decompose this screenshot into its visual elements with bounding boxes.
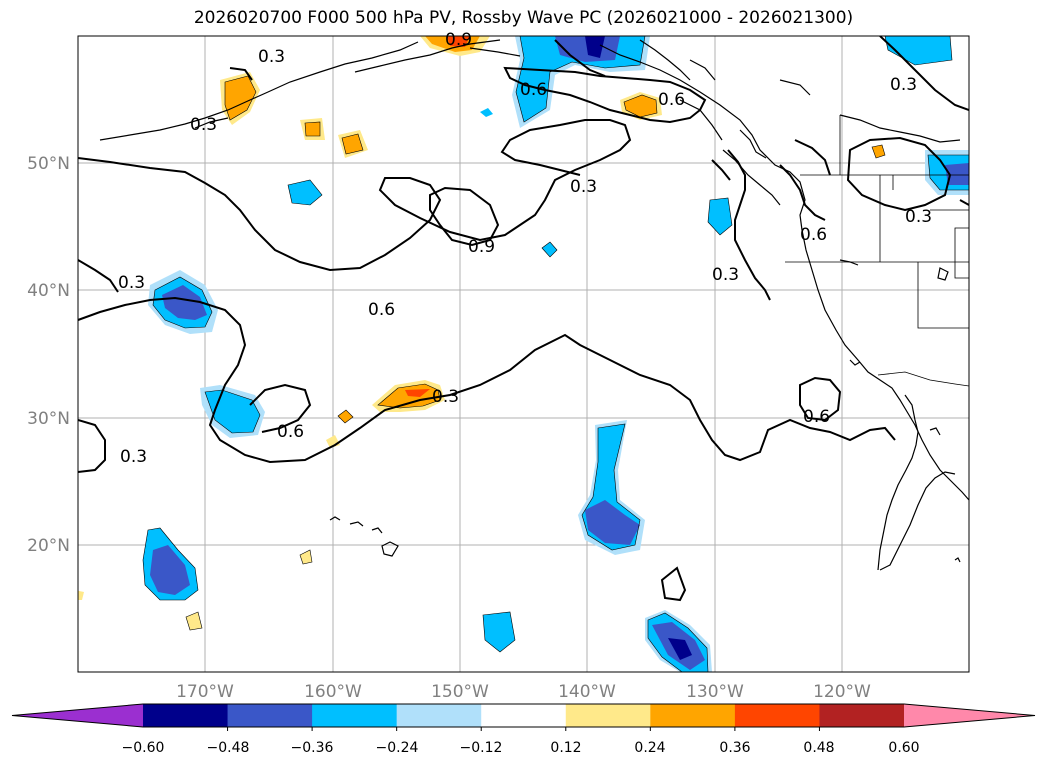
figure-title: 2026020700 F000 500 hPa PV, Rossby Wave … xyxy=(193,8,854,28)
colorbar-extend-high xyxy=(904,704,1035,727)
lat-label: 20°N xyxy=(27,536,70,556)
latitude-labels: 50°N 40°N 30°N 20°N xyxy=(27,154,70,556)
colorbar-tick-label: 0.12 xyxy=(550,740,581,756)
contour-label: 0.6 xyxy=(368,300,395,320)
contour-label: 0.3 xyxy=(432,387,459,407)
colorbar-segment xyxy=(227,704,313,727)
lon-label: 140°W xyxy=(558,682,616,702)
lon-label: 130°W xyxy=(686,682,744,702)
colorbar-segment xyxy=(312,704,398,727)
contour-label: 0.3 xyxy=(258,47,285,67)
contour-label: 0.6 xyxy=(520,80,547,100)
colorbar-segment xyxy=(819,704,905,727)
contour-label: 0.3 xyxy=(570,177,597,197)
contour-label: 0.6 xyxy=(658,90,685,110)
political-borders xyxy=(785,115,969,387)
contour-label: 0.3 xyxy=(118,273,145,293)
lon-label: 170°W xyxy=(176,682,234,702)
colorbar-segment xyxy=(481,704,567,727)
map-frame xyxy=(77,35,970,673)
contour-label: 0.3 xyxy=(905,207,932,227)
lat-label: 30°N xyxy=(27,409,70,429)
longitude-labels: 170°W 160°W 150°W 140°W 130°W 120°W xyxy=(176,682,871,702)
colorbar-tick-label: −0.60 xyxy=(122,740,165,756)
lat-label: 50°N xyxy=(27,154,70,174)
colorbar-ticks: −0.60 −0.48 −0.36 −0.24 −0.12 0.12 0.24 … xyxy=(122,740,920,756)
lon-label: 150°W xyxy=(431,682,489,702)
graticule xyxy=(78,36,969,672)
contour-label: 0.9 xyxy=(468,237,495,257)
colorbar-segment xyxy=(565,704,651,727)
colorbar-outline xyxy=(11,703,1036,728)
colorbar-tick-label: −0.36 xyxy=(291,740,334,756)
contour-label: 0.3 xyxy=(890,75,917,95)
lon-label: 120°W xyxy=(813,682,871,702)
colorbar-tick-label: 0.24 xyxy=(634,740,665,756)
colorbar-tick-label: −0.48 xyxy=(207,740,250,756)
colorbar-segment xyxy=(396,704,482,727)
contour-label: 0.6 xyxy=(277,422,304,442)
colorbar-tick-label: 0.60 xyxy=(888,740,919,756)
coastlines xyxy=(99,39,969,571)
colorbar-segment xyxy=(143,704,229,727)
contour-label: 0.6 xyxy=(800,225,827,245)
colorbar xyxy=(11,703,1036,731)
contour-label: 0.6 xyxy=(803,407,830,427)
colorbar-segment xyxy=(650,704,736,727)
colorbar-segment xyxy=(734,704,820,727)
anomaly-outlines xyxy=(142,36,969,672)
colorbar-extend-low xyxy=(12,704,143,727)
colorbar-tick-label: 0.48 xyxy=(803,740,834,756)
contour-label: 0.3 xyxy=(190,115,217,135)
colorbar-tick-label: −0.24 xyxy=(376,740,419,756)
contour-label: 0.3 xyxy=(120,447,147,467)
contour-label: 0.9 xyxy=(445,30,472,50)
colorbar-tick-label: −0.12 xyxy=(460,740,503,756)
contour-labels: 0.3 0.3 0.3 0.3 0.3 0.3 0.3 0.3 0.3 0.6 … xyxy=(118,30,932,467)
lon-label: 160°W xyxy=(304,682,362,702)
contour-label: 0.3 xyxy=(712,265,739,285)
colorbar-tick-label: 0.36 xyxy=(719,740,750,756)
lat-label: 40°N xyxy=(27,281,70,301)
map-area xyxy=(78,36,969,672)
pv-contours xyxy=(78,36,969,602)
